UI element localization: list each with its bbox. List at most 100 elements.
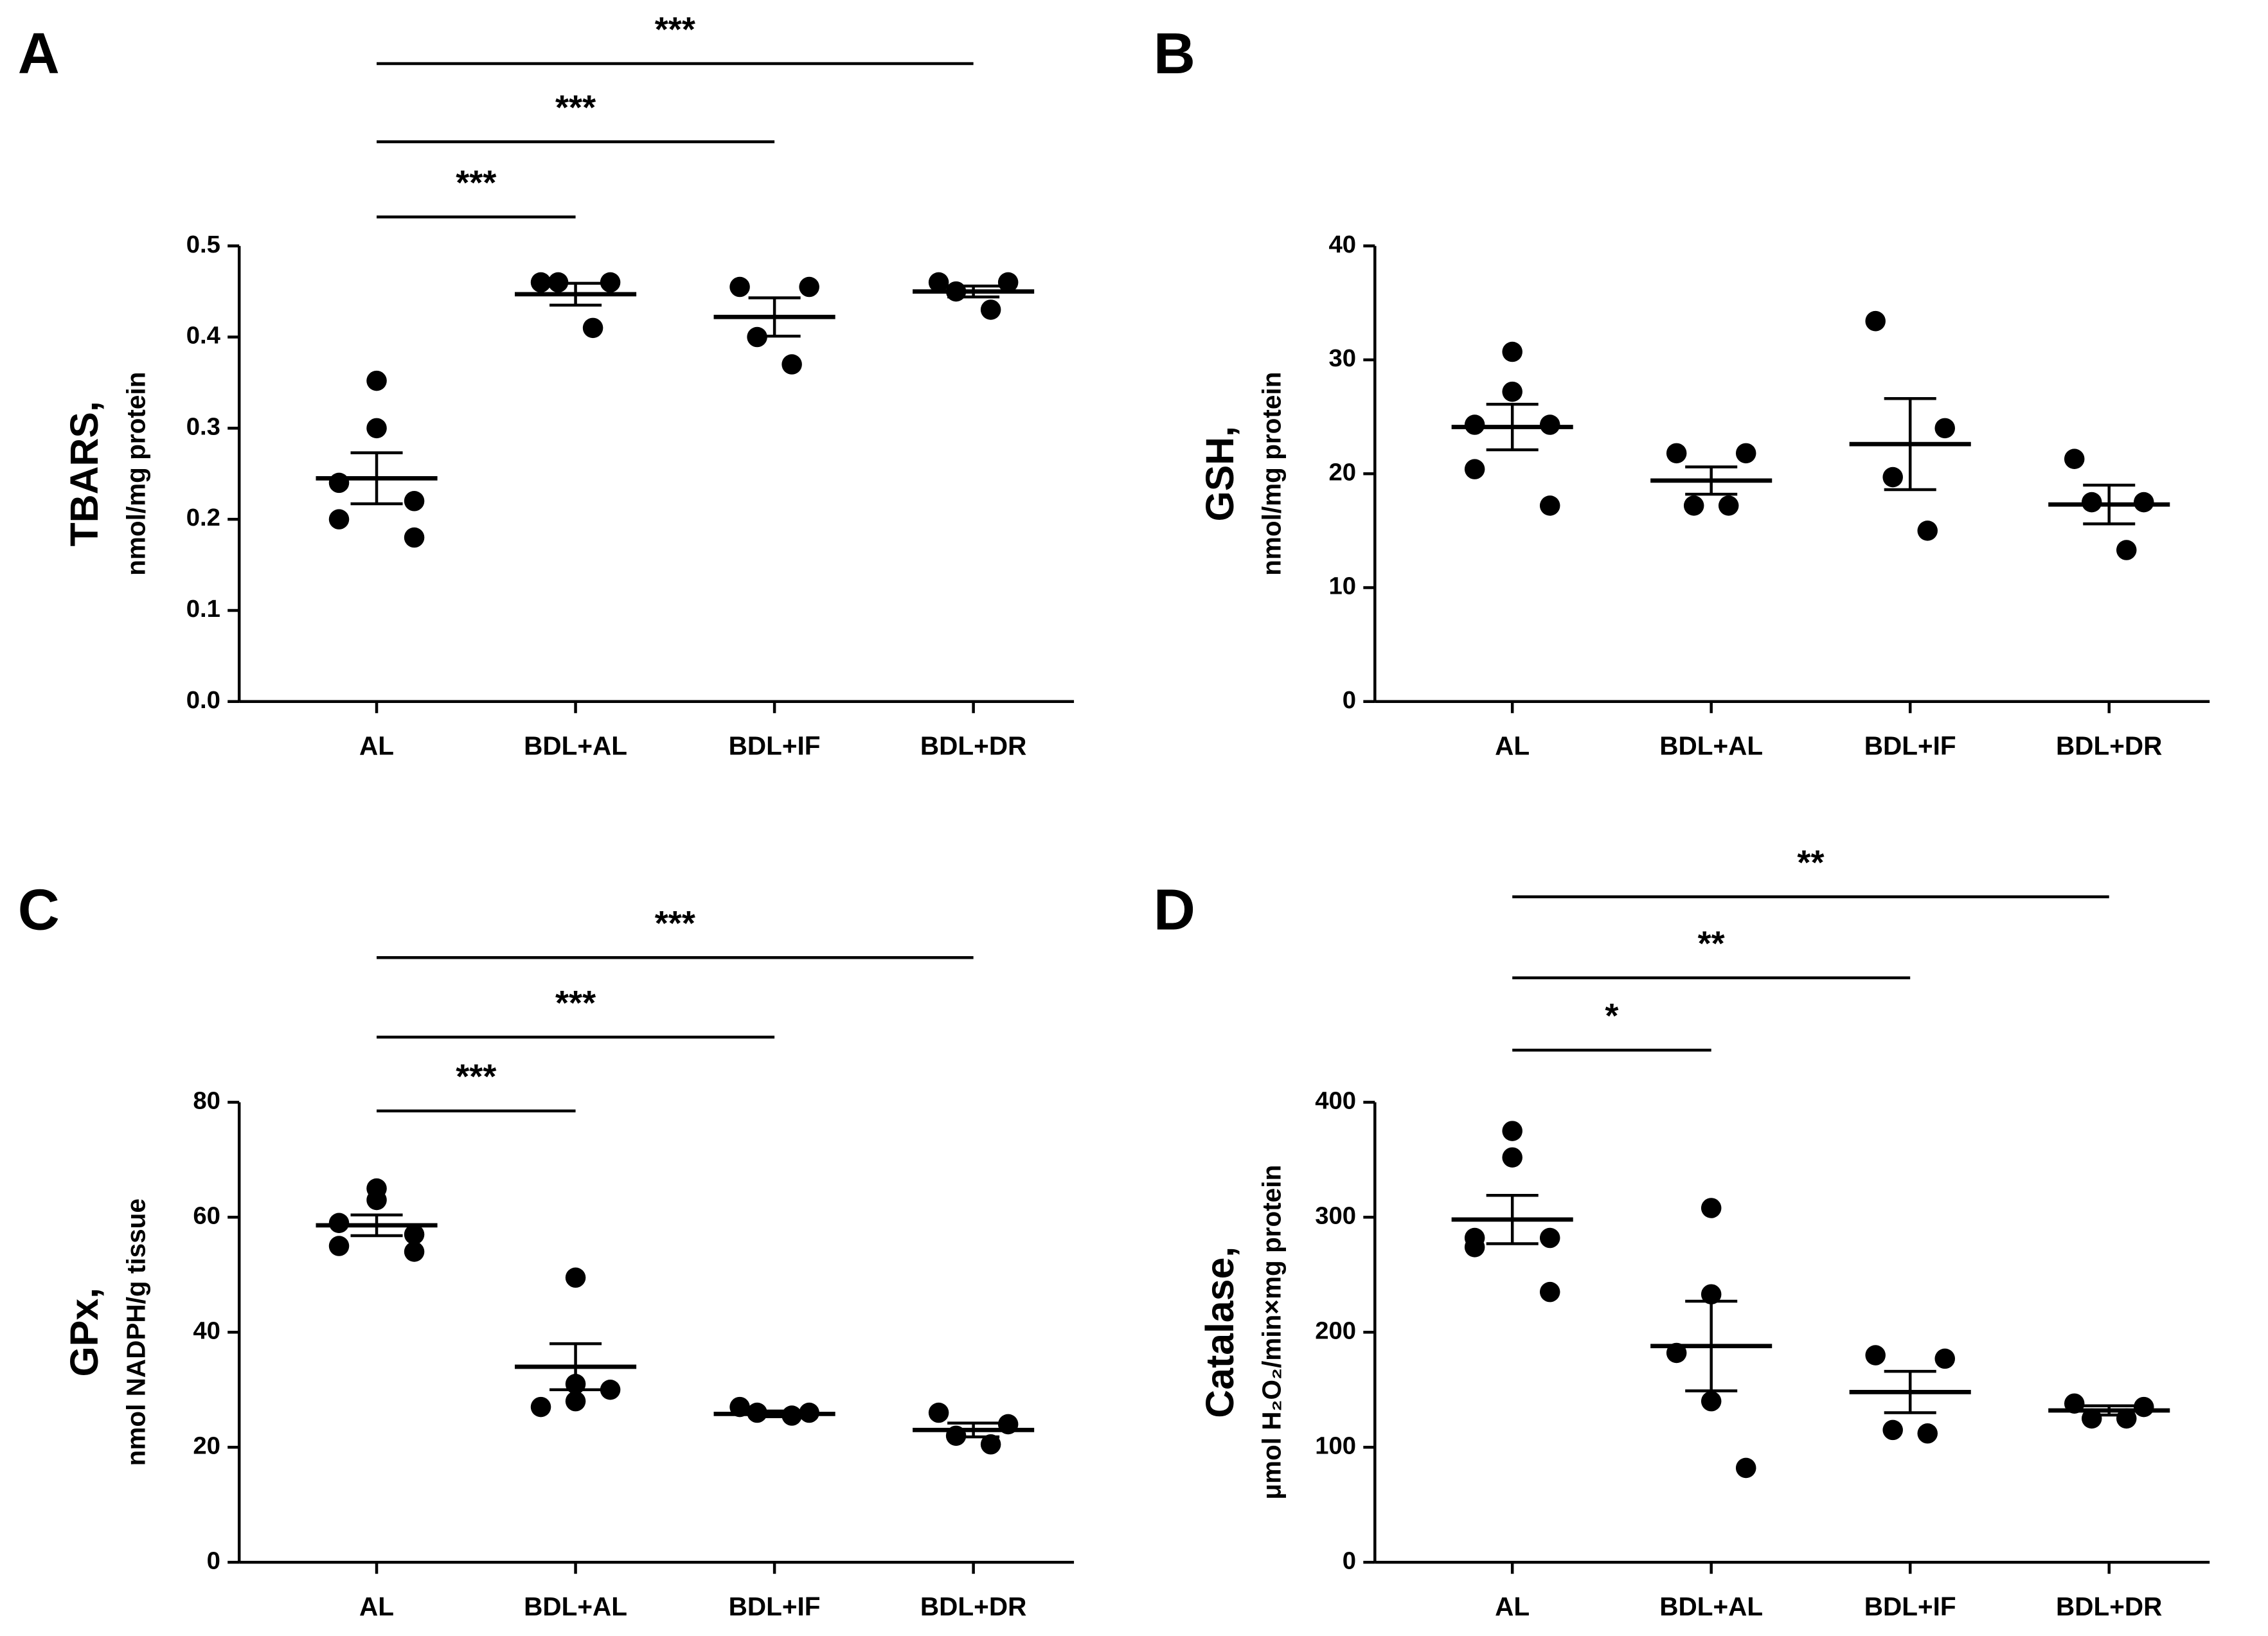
data-point xyxy=(366,1189,387,1211)
data-point xyxy=(799,276,819,298)
data-point xyxy=(530,1396,551,1418)
data-point xyxy=(980,1434,1001,1455)
y-tick-label: 0 xyxy=(1343,686,1356,714)
y-axis-title: GPx, xyxy=(62,1288,106,1376)
y-tick-label: 0 xyxy=(207,1547,220,1574)
panel: A TBARS, nmol/mg protein 0.0 0.1 0.2 0.3 0.4 0.5… xyxy=(18,10,1075,761)
significance-label: * xyxy=(1605,997,1618,1035)
data-point xyxy=(2134,1396,2154,1418)
y-tick-label: 200 xyxy=(1315,1317,1356,1344)
data-point xyxy=(328,1236,350,1256)
data-point xyxy=(565,1267,586,1288)
y-tick-label: 10 xyxy=(1328,573,1356,600)
data-point xyxy=(2064,449,2085,469)
data-point xyxy=(1464,414,1485,435)
x-tick-label: AL xyxy=(1495,1592,1530,1621)
x-tick-label: BDL+DR xyxy=(2056,731,2162,761)
x-tick-label: BDL+AL xyxy=(524,1592,627,1621)
data-point xyxy=(530,272,551,293)
y-tick-label: 40 xyxy=(193,1317,220,1344)
panel-letter: A xyxy=(18,21,60,86)
data-point xyxy=(404,1241,425,1262)
y-tick-label: 30 xyxy=(1328,344,1356,372)
x-tick-label: BDL+DR xyxy=(2056,1592,2162,1621)
y-axis-unit: nmol/mg protein xyxy=(1256,372,1286,576)
y-axis-unit: μmol H₂O₂/min×mg protein xyxy=(1256,1165,1286,1500)
data-point xyxy=(1464,459,1485,479)
significance-label: *** xyxy=(655,10,695,49)
data-point xyxy=(928,1402,949,1423)
data-point xyxy=(328,1213,350,1234)
y-tick-label: 0.0 xyxy=(186,686,220,714)
y-tick-label: 0.2 xyxy=(186,504,220,531)
panel-letter: D xyxy=(1154,877,1195,942)
y-tick-label: 0 xyxy=(1343,1547,1356,1574)
panel-letter: C xyxy=(18,877,60,942)
data-point xyxy=(404,491,425,511)
y-tick-label: 300 xyxy=(1315,1202,1356,1229)
panel: B GSH, nmol/mg protein 0 10 20 30 40 AL BDL+AL BDL… xyxy=(1154,21,2210,761)
data-point xyxy=(1735,1457,1756,1479)
significance-label: ** xyxy=(1698,924,1725,963)
data-point xyxy=(1464,1237,1485,1258)
data-point xyxy=(1917,520,1938,541)
data-point xyxy=(565,1391,586,1412)
y-tick-label: 0.4 xyxy=(186,322,221,350)
data-point xyxy=(928,272,949,293)
data-point xyxy=(1882,467,1903,488)
y-tick-label: 0.5 xyxy=(186,231,220,258)
x-tick-label: BDL+IF xyxy=(729,1592,821,1621)
data-point xyxy=(1865,310,1886,332)
data-point xyxy=(1539,1281,1560,1303)
x-tick-label: AL xyxy=(359,731,394,761)
data-point xyxy=(781,354,802,375)
y-tick-label: 0.1 xyxy=(186,595,220,623)
data-point xyxy=(2081,1408,2102,1429)
data-point xyxy=(600,272,621,293)
x-tick-label: BDL+AL xyxy=(1659,731,1763,761)
y-tick-label: 20 xyxy=(1328,458,1356,486)
data-point xyxy=(1701,1198,1722,1218)
x-tick-label: BDL+AL xyxy=(524,731,627,761)
y-tick-label: 100 xyxy=(1315,1432,1356,1459)
y-tick-label: 0.3 xyxy=(186,413,220,440)
significance-label: *** xyxy=(456,1058,496,1096)
significance-label: *** xyxy=(555,984,596,1022)
data-point xyxy=(729,276,750,298)
data-point xyxy=(1502,381,1522,402)
data-point xyxy=(404,1224,425,1245)
data-point xyxy=(980,299,1001,320)
y-tick-label: 20 xyxy=(193,1432,220,1459)
data-point xyxy=(600,1379,621,1400)
data-point xyxy=(366,418,387,439)
data-point xyxy=(1735,443,1756,464)
data-point xyxy=(1539,495,1560,516)
data-point xyxy=(1539,1227,1560,1249)
x-tick-label: BDL+IF xyxy=(729,731,821,761)
y-axis-unit: nmol NADPH/g tissue xyxy=(121,1198,150,1466)
data-point xyxy=(1917,1423,1938,1444)
x-tick-label: BDL+DR xyxy=(920,1592,1026,1621)
panel: C GPx, nmol NADPH/g tissue 0 20 40 60 80 AL BDL+A… xyxy=(18,877,1075,1621)
data-point xyxy=(1701,1391,1722,1412)
y-tick-label: 60 xyxy=(193,1202,220,1229)
significance-label: ** xyxy=(1797,843,1824,882)
data-point xyxy=(582,317,603,339)
y-tick-label: 40 xyxy=(1328,231,1356,258)
data-point xyxy=(1502,341,1522,362)
x-tick-label: BDL+IF xyxy=(1864,731,1956,761)
panel-letter: B xyxy=(1154,21,1195,86)
data-point xyxy=(2116,540,2137,560)
x-tick-label: AL xyxy=(1495,731,1530,761)
data-point xyxy=(1683,495,1704,516)
data-point xyxy=(1502,1147,1522,1168)
significance-label: *** xyxy=(555,88,596,127)
data-point xyxy=(1502,1121,1522,1141)
data-point xyxy=(1934,1348,1956,1369)
y-axis-title: TBARS, xyxy=(62,401,106,546)
data-point xyxy=(366,370,387,391)
data-point xyxy=(1666,443,1687,464)
panel: D Catalase, μmol H₂O₂/min×mg protein 0 100 20… xyxy=(1154,843,2210,1621)
data-point xyxy=(2081,492,2102,513)
